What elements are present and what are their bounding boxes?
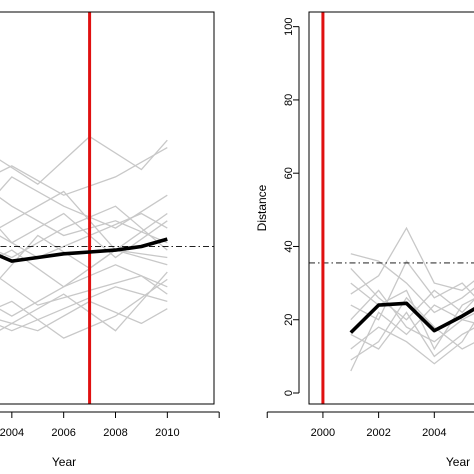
right-plot-frame — [308, 11, 474, 405]
right-background-series-line-6 — [350, 296, 474, 361]
right-background-series-group — [350, 226, 474, 372]
left-background-series-line-0 — [0, 197, 168, 244]
right-x-tick-label: 2004 — [422, 427, 446, 439]
left-x-tick-label: 2008 — [103, 427, 127, 439]
right-y-axis: 0 20 40 60 80 100 — [283, 17, 300, 396]
right-x-axis-title: Year — [446, 455, 470, 469]
left-background-series-line-5 — [0, 212, 168, 280]
left-background-series-line-3 — [0, 176, 168, 229]
left-background-series-line-8 — [0, 275, 168, 306]
left-background-series-line-4 — [0, 190, 168, 266]
right-y-tick-label: 0 — [283, 390, 295, 396]
left-x-axis-title: Year — [52, 455, 76, 469]
right-background-series-line-2 — [350, 259, 474, 321]
left-background-series-line-13 — [0, 205, 168, 259]
right-y-tick-label: 20 — [283, 314, 295, 326]
left-background-series-line-15 — [0, 212, 168, 259]
right-chart-panel: 2000 2002 2004 0 20 40 60 80 100 Year Distance — [255, 11, 474, 469]
right-background-series-line-5 — [350, 321, 474, 365]
left-x-tick-label: 2004 — [0, 427, 24, 439]
left-background-series-line-10 — [0, 278, 168, 339]
right-y-tick-label: 80 — [283, 94, 295, 106]
right-background-series-line-0 — [350, 253, 474, 314]
left-plot-frame — [0, 11, 215, 405]
right-y-axis-title: Distance — [255, 184, 269, 231]
right-x-tick-label: 2000 — [311, 427, 335, 439]
left-background-series-line-2 — [0, 135, 168, 186]
right-background-series-line-8 — [350, 267, 474, 321]
left-background-series-line-7 — [0, 249, 168, 317]
left-chart-panel: 2004 2006 2008 2010 Year — [0, 11, 220, 469]
right-x-axis: 2000 2002 2004 — [266, 411, 474, 439]
right-mean-series-line — [349, 301, 474, 334]
left-mean-series-line — [0, 237, 168, 263]
left-background-series-line-6 — [0, 249, 168, 288]
right-background-series-line-1 — [350, 226, 474, 295]
left-background-series-line-9 — [0, 286, 168, 332]
left-x-tick-label: 2006 — [51, 427, 75, 439]
left-background-series-group — [0, 135, 168, 339]
right-x-tick-label: 2002 — [366, 427, 390, 439]
left-background-series-line-11 — [0, 300, 168, 332]
left-background-series-line-1 — [0, 147, 168, 196]
right-y-tick-label: 60 — [283, 167, 295, 179]
right-y-tick-label: 100 — [283, 17, 295, 35]
left-x-tick-label: 2010 — [155, 427, 179, 439]
left-x-axis: 2004 2006 2008 2010 — [0, 411, 220, 439]
right-y-tick-label: 40 — [283, 240, 295, 252]
left-background-series-line-12 — [0, 271, 168, 332]
right-background-series-line-4 — [350, 311, 474, 358]
right-background-series-line-9 — [350, 282, 474, 351]
